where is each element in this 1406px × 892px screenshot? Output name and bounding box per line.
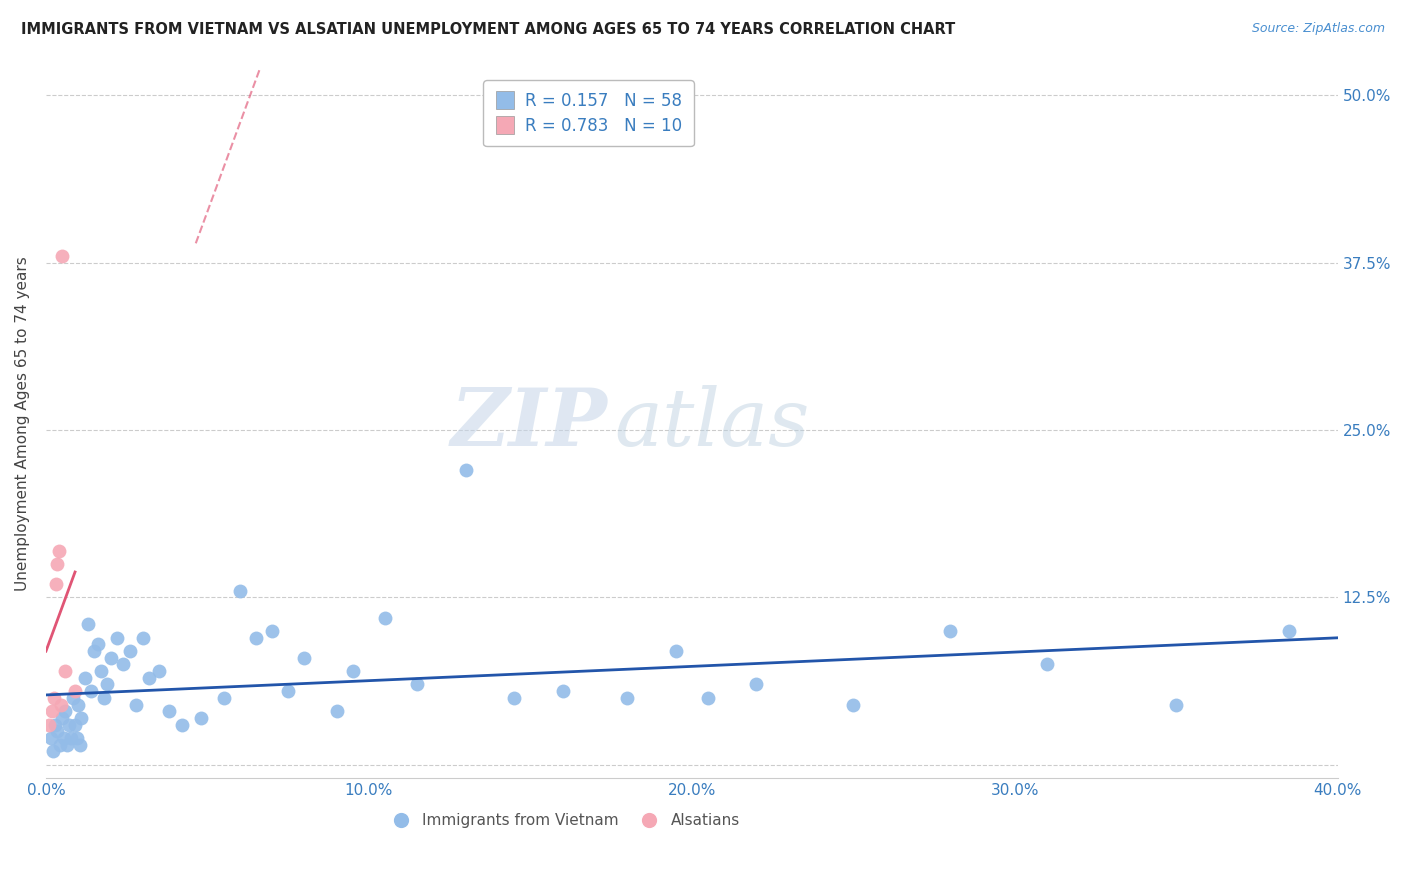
Point [48,543,70,558]
Point [46,557,69,571]
Point [118,644,141,658]
Point [51,249,73,263]
Point [90,664,112,678]
Point [292,650,315,665]
Text: atlas: atlas [614,384,810,462]
Point [454,463,477,477]
Point [503,690,526,705]
Point [58,717,80,731]
Point [41,704,63,718]
Point [67,698,90,712]
Point [42,690,65,705]
Point [112,657,135,672]
Point [665,644,688,658]
Point [939,624,962,638]
Point [73,671,96,685]
Point [45,577,67,591]
Point [745,677,768,691]
Point [70,711,93,725]
Point [63,717,86,731]
Point [342,664,364,678]
Point [83,644,105,658]
Point [100,650,122,665]
Point [228,583,250,598]
Point [38,717,60,731]
Point [46,724,69,739]
Point [86,637,108,651]
Point [39,731,62,745]
Point [148,664,170,678]
Point [48,738,70,752]
Point [325,704,347,718]
Point [170,717,193,731]
Point [1036,657,1059,672]
Point [51,711,73,725]
Point [60,731,83,745]
Point [52,731,75,745]
Point [138,671,160,685]
Point [44,717,66,731]
Point [80,684,103,698]
Point [245,631,267,645]
Point [1278,624,1301,638]
Point [132,631,155,645]
Text: IMMIGRANTS FROM VIETNAM VS ALSATIAN UNEMPLOYMENT AMONG AGES 65 TO 74 YEARS CORRE: IMMIGRANTS FROM VIETNAM VS ALSATIAN UNEM… [21,22,955,37]
Point [63,684,86,698]
Text: ZIP: ZIP [451,384,607,462]
Point [697,690,720,705]
Point [406,677,429,691]
Point [125,698,148,712]
Point [277,684,299,698]
Point [1166,698,1188,712]
Point [374,610,396,624]
Point [551,684,574,698]
Text: Source: ZipAtlas.com: Source: ZipAtlas.com [1251,22,1385,36]
Point [62,690,84,705]
Point [93,690,115,705]
Point [260,624,283,638]
Point [190,711,212,725]
Legend: Immigrants from Vietnam, Alsatians: Immigrants from Vietnam, Alsatians [380,807,747,834]
Point [56,738,79,752]
Point [616,690,638,705]
Point [77,617,100,632]
Point [49,698,72,712]
Point [42,744,65,758]
Point [842,698,865,712]
Point [53,704,76,718]
Point [69,738,91,752]
Point [96,677,118,691]
Point [212,690,235,705]
Point [66,731,89,745]
Y-axis label: Unemployment Among Ages 65 to 74 years: Unemployment Among Ages 65 to 74 years [15,256,30,591]
Point [53,664,76,678]
Point [105,631,128,645]
Point [157,704,180,718]
